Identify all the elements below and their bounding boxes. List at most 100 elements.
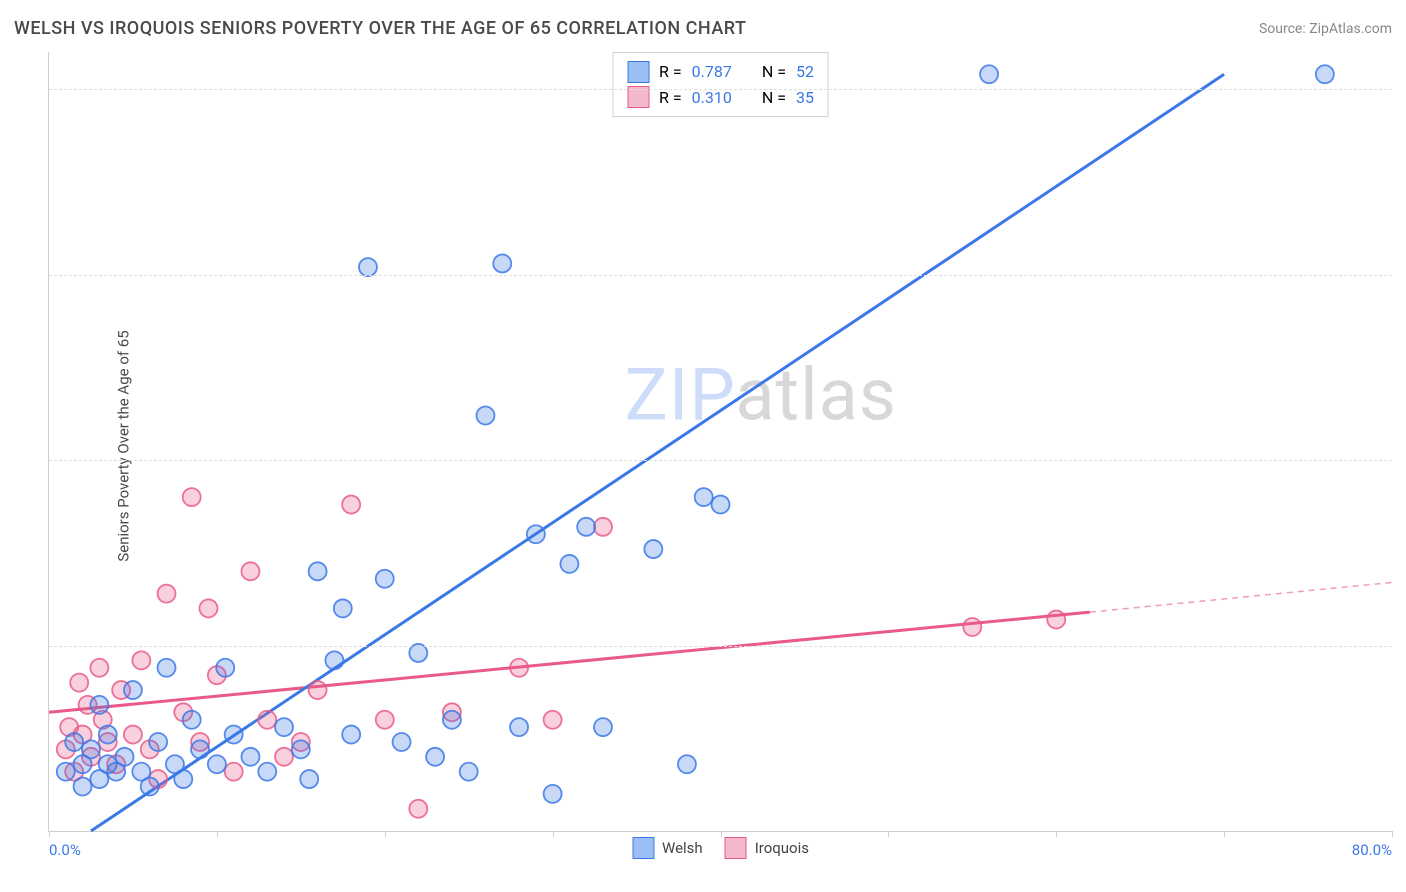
correlation-legend-row-welsh: R = 0.787 N = 52 [627, 59, 814, 85]
scatter-point [132, 651, 150, 669]
scatter-point [309, 681, 327, 699]
scatter-point [241, 748, 259, 766]
scatter-point [275, 718, 293, 736]
scatter-point [216, 659, 234, 677]
scatter-point [65, 733, 83, 751]
scatter-point [426, 748, 444, 766]
scatter-point [183, 711, 201, 729]
x-tick [1392, 831, 1393, 837]
x-tick [553, 831, 554, 837]
scatter-point [460, 763, 478, 781]
scatter-point [376, 711, 394, 729]
x-tick [217, 831, 218, 837]
scatter-point [241, 562, 259, 580]
scatter-point [158, 659, 176, 677]
scatter-point [82, 740, 100, 758]
gridline [49, 646, 1392, 647]
scatter-point [116, 748, 134, 766]
x-tick [888, 831, 889, 837]
scatter-point [191, 740, 209, 758]
chart-source: Source: ZipAtlas.com [1259, 21, 1392, 37]
scatter-point [124, 726, 142, 744]
scatter-point [980, 65, 998, 83]
scatter-point [409, 800, 427, 818]
correlation-legend: R = 0.787 N = 52 R = 0.310 N = 35 [612, 52, 829, 117]
scatter-point [225, 763, 243, 781]
scatter-point [183, 488, 201, 506]
scatter-point [359, 258, 377, 276]
header: WELSH VS IROQUOIS SENIORS POVERTY OVER T… [14, 18, 1392, 39]
chart-title: WELSH VS IROQUOIS SENIORS POVERTY OVER T… [14, 18, 747, 39]
trend-line [49, 612, 1090, 712]
x-tick-label: 0.0% [49, 841, 81, 859]
scatter-point [199, 599, 217, 617]
scatter-point [292, 740, 310, 758]
scatter-point [577, 518, 595, 536]
scatter-point [334, 599, 352, 617]
series-legend-welsh: Welsh [632, 837, 703, 859]
scatter-point [510, 659, 528, 677]
n-label: N = [762, 59, 786, 85]
scatter-point [476, 407, 494, 425]
scatter-point [493, 254, 511, 272]
scatter-point [174, 770, 192, 788]
scatter-point [409, 644, 427, 662]
x-tick [49, 831, 50, 837]
scatter-point [443, 711, 461, 729]
scatter-point [225, 726, 243, 744]
scatter-point [376, 570, 394, 588]
scatter-point [275, 748, 293, 766]
x-tick [721, 831, 722, 837]
trend-line-dashed [1090, 582, 1392, 612]
x-tick-label: 80.0% [1352, 841, 1392, 859]
scatter-point [208, 755, 226, 773]
scatter-point [544, 785, 562, 803]
scatter-point [393, 733, 411, 751]
scatter-point [1047, 611, 1065, 629]
scatter-point [149, 733, 167, 751]
gridline [49, 275, 1392, 276]
series-label-iroquois: Iroquois [755, 839, 809, 857]
scatter-point [510, 718, 528, 736]
scatter-point [544, 711, 562, 729]
r-label: R = [659, 59, 682, 85]
scatter-point [57, 763, 75, 781]
scatter-point [309, 562, 327, 580]
scatter-point [300, 770, 318, 788]
series-legend: Welsh Iroquois [632, 837, 809, 859]
scatter-point [644, 540, 662, 558]
series-legend-iroquois: Iroquois [725, 837, 809, 859]
scatter-point [594, 518, 612, 536]
gridline [49, 89, 1392, 90]
scatter-point [74, 777, 92, 795]
scatter-point [141, 777, 159, 795]
chart-svg-layer [49, 52, 1392, 831]
scatter-point [712, 496, 730, 514]
scatter-point [678, 755, 696, 773]
chart-plot-area: ZIPatlas R = 0.787 N = 52 R = 0.310 N = … [48, 52, 1392, 832]
scatter-point [90, 696, 108, 714]
scatter-point [158, 585, 176, 603]
scatter-point [1316, 65, 1334, 83]
welsh-n-value: 52 [796, 59, 814, 85]
scatter-point [963, 618, 981, 636]
scatter-point [325, 651, 343, 669]
swatch-welsh [627, 61, 649, 83]
scatter-point [70, 674, 88, 692]
scatter-point [695, 488, 713, 506]
scatter-point [258, 711, 276, 729]
x-tick [1224, 831, 1225, 837]
scatter-point [258, 763, 276, 781]
x-tick [385, 831, 386, 837]
swatch-welsh [632, 837, 654, 859]
x-tick [1056, 831, 1057, 837]
scatter-point [527, 525, 545, 543]
welsh-r-value: 0.787 [692, 59, 732, 85]
gridline [49, 460, 1392, 461]
scatter-point [342, 726, 360, 744]
series-label-welsh: Welsh [662, 839, 703, 857]
scatter-point [99, 726, 117, 744]
scatter-point [594, 718, 612, 736]
scatter-point [560, 555, 578, 573]
scatter-point [124, 681, 142, 699]
